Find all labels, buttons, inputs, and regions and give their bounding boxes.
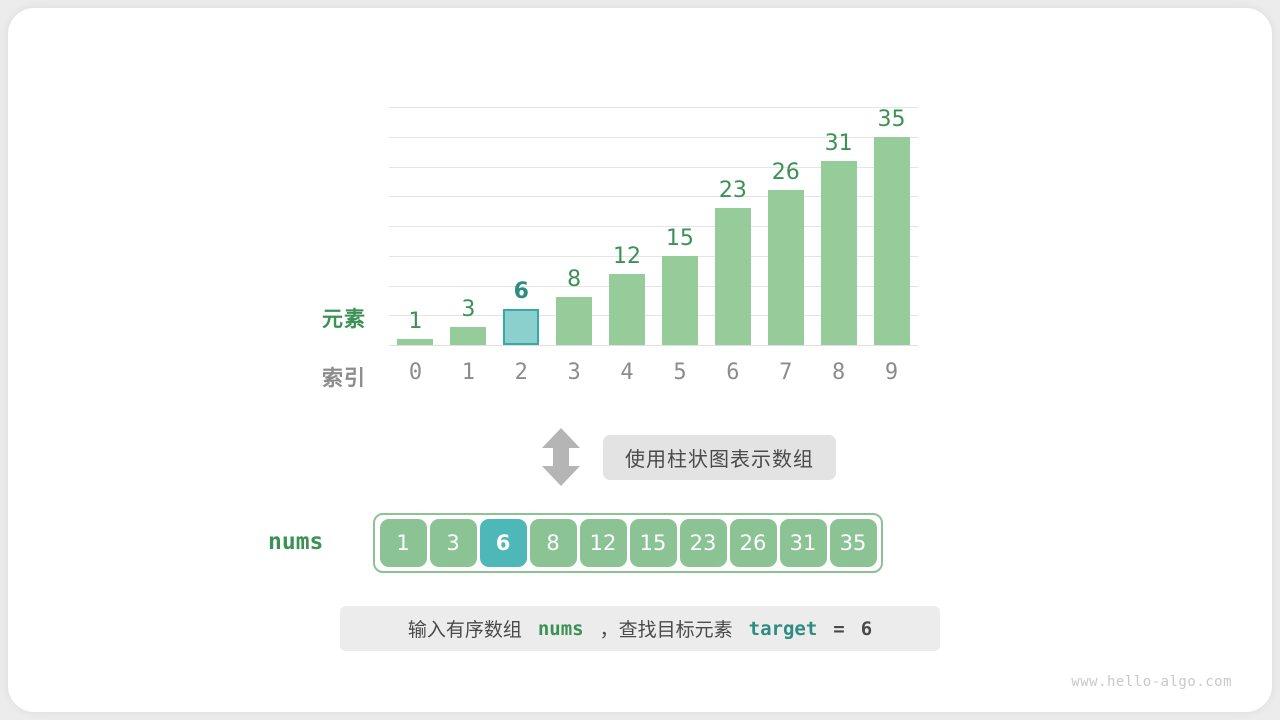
array-cell[interactable]: 3: [429, 519, 477, 567]
chart-bar: [609, 273, 646, 345]
chart-index-label: 6: [726, 360, 740, 385]
caption-pill: 输入有序数组 nums ，查找目标元素 target = 6: [340, 606, 940, 651]
chart-gridline: [389, 315, 918, 317]
chart-index-label: 0: [408, 360, 423, 385]
chart-bar: [714, 208, 751, 345]
chart-bar-value-label: 12: [613, 243, 642, 269]
chart-bar-value-label: 3: [461, 297, 476, 323]
chart-index-label: 7: [779, 360, 793, 385]
chart-gridline: [389, 255, 918, 257]
chart-index-label: 3: [567, 360, 581, 385]
array-cell[interactable]: 12: [579, 519, 627, 567]
chart-bar-value-label: 26: [771, 160, 800, 186]
chart-bar-value-label: 1: [408, 309, 423, 335]
caption-equals: =: [833, 617, 845, 640]
chart-index-label: 1: [461, 360, 475, 385]
transform-note-pill: 使用柱状图表示数组: [603, 435, 836, 480]
array-cell[interactable]: 6: [479, 519, 527, 567]
chart-bar: [767, 190, 804, 345]
chart-bar-value-label: 31: [824, 130, 853, 156]
chart-bar-value-label: 35: [877, 106, 906, 132]
figure-card: [8, 8, 1272, 712]
chart-index-label: 2: [514, 360, 528, 385]
array-cell[interactable]: 26: [729, 519, 777, 567]
chart-index-label: 4: [620, 360, 634, 385]
caption-prefix: 输入有序数组: [407, 619, 522, 641]
chart-index-label: 8: [832, 360, 846, 385]
chart-bar: [556, 297, 593, 345]
array-cell[interactable]: 31: [779, 519, 827, 567]
chart-bar-value-label: 15: [665, 225, 694, 251]
chart-bar: [820, 160, 857, 345]
caption-middle: ，查找目标元素: [599, 619, 733, 641]
chart-bar: [661, 255, 698, 345]
nums-array-frame: 1 3 6 8 12 15 23 26 31 35: [373, 513, 883, 573]
chart-bar: [503, 309, 540, 345]
array-cell[interactable]: 8: [529, 519, 577, 567]
element-axis-label: 元素: [322, 307, 366, 331]
chart-bar-value-label: 6: [513, 279, 529, 305]
chart-gridline: [389, 136, 918, 138]
nums-array-label: nums: [268, 529, 324, 555]
chart-bar-value-label: 23: [718, 178, 747, 204]
chart-gridline: [389, 226, 918, 227]
array-cell[interactable]: 23: [679, 519, 727, 567]
chart-gridline: [389, 107, 918, 108]
chart-gridline: [389, 285, 918, 287]
caption-target-name: target: [748, 617, 818, 640]
chart-index-label: 5: [673, 360, 687, 385]
array-cell[interactable]: 35: [829, 519, 877, 567]
chart-gridline: [389, 196, 918, 198]
array-cell[interactable]: 15: [629, 519, 677, 567]
watermark: www.hello-algo.com: [1071, 674, 1232, 690]
chart-baseline: [389, 345, 918, 346]
chart-bar: [397, 339, 434, 345]
chart-bar: [873, 136, 910, 345]
index-axis-label: 索引: [322, 366, 366, 390]
caption-target-value: 6: [860, 617, 873, 640]
chart-index-label: 9: [884, 360, 899, 385]
chart-bar: [450, 327, 487, 345]
array-cell[interactable]: 1: [379, 519, 427, 567]
chart-bar-value-label: 8: [567, 267, 582, 293]
chart-gridline: [389, 166, 918, 168]
caption-array-name: nums: [537, 617, 584, 640]
bar-chart: [389, 107, 918, 346]
double-arrow-vertical-icon: [540, 428, 582, 486]
transform-note-text: 使用柱状图表示数组: [625, 447, 814, 471]
